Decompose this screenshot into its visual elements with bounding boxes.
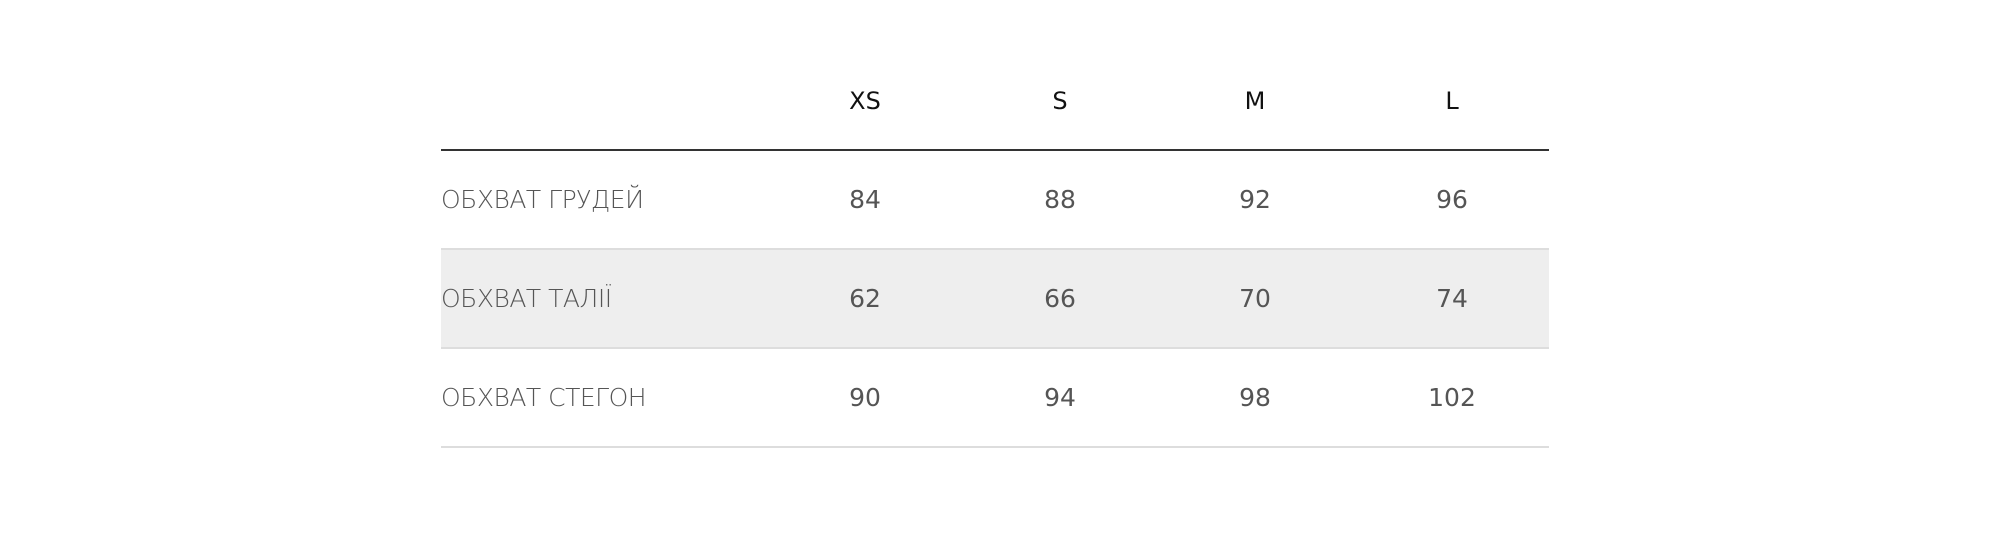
size-chart-table: XS S M L ОБХВАТ ГРУДЕЙ 84 88 92 96 ОБХВА… — [441, 52, 1549, 448]
row-label: ОБХВАТ СТЕГОН — [441, 383, 647, 412]
table-cell: 88 — [1044, 185, 1076, 214]
table-cell: 96 — [1436, 185, 1468, 214]
table-row: ОБХВАТ ТАЛІЇ 62 66 70 74 — [441, 250, 1549, 349]
table-cell: 98 — [1239, 383, 1271, 412]
row-label: ОБХВАТ ГРУДЕЙ — [441, 185, 644, 214]
table-cell: 84 — [849, 185, 881, 214]
table-cell: 94 — [1044, 383, 1076, 412]
table-row: ОБХВАТ ГРУДЕЙ 84 88 92 96 — [441, 151, 1549, 250]
table-cell: 102 — [1428, 383, 1476, 412]
column-header-m: M — [1244, 86, 1266, 115]
column-header-s: S — [1052, 86, 1068, 115]
table-header-row: XS S M L — [441, 52, 1549, 151]
table-cell: 62 — [849, 284, 881, 313]
table-cell: 74 — [1436, 284, 1468, 313]
column-header-l: L — [1445, 86, 1459, 115]
row-label: ОБХВАТ ТАЛІЇ — [441, 284, 612, 313]
table-row: ОБХВАТ СТЕГОН 90 94 98 102 — [441, 349, 1549, 448]
table-cell: 66 — [1044, 284, 1076, 313]
table-cell: 92 — [1239, 185, 1271, 214]
table-cell: 70 — [1239, 284, 1271, 313]
table-cell: 90 — [849, 383, 881, 412]
column-header-xs: XS — [849, 86, 881, 115]
